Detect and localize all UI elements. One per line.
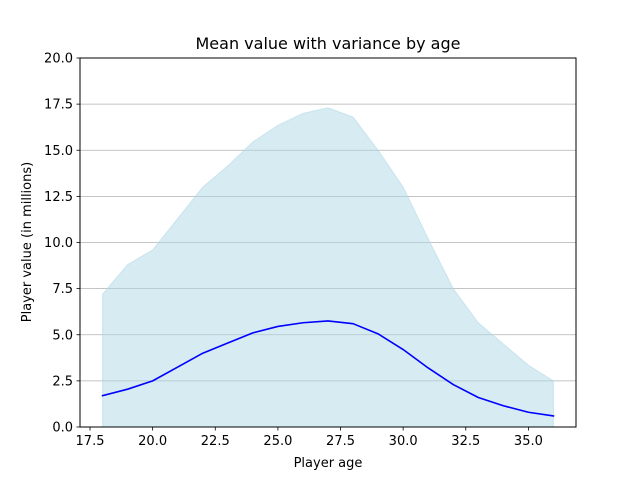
y-tick-label: 10.0 — [44, 236, 73, 251]
y-tick-label: 5.0 — [52, 328, 73, 343]
chart-title: Mean value with variance by age — [196, 34, 461, 53]
y-tick-label: 0.0 — [52, 421, 73, 436]
x-tick-label: 25.0 — [263, 434, 292, 449]
x-tick-label: 20.0 — [138, 434, 167, 449]
y-axis-label: Player value (in millions) — [20, 162, 35, 322]
x-tick-label: 35.0 — [514, 434, 543, 449]
y-tick-label: 12.5 — [44, 190, 73, 205]
y-tick-label: 2.5 — [52, 374, 73, 389]
x-tick-label: 17.5 — [76, 434, 105, 449]
y-tick-label: 17.5 — [44, 98, 73, 113]
x-tick-label: 32.5 — [451, 434, 480, 449]
x-axis-label: Player age — [294, 456, 363, 471]
y-tick-label: 15.0 — [44, 144, 73, 159]
x-tick-label: 22.5 — [201, 434, 230, 449]
y-tick-label: 20.0 — [44, 52, 73, 67]
x-tick-label: 27.5 — [326, 434, 355, 449]
x-tick-label: 30.0 — [389, 434, 418, 449]
y-tick-label: 7.5 — [52, 282, 73, 297]
